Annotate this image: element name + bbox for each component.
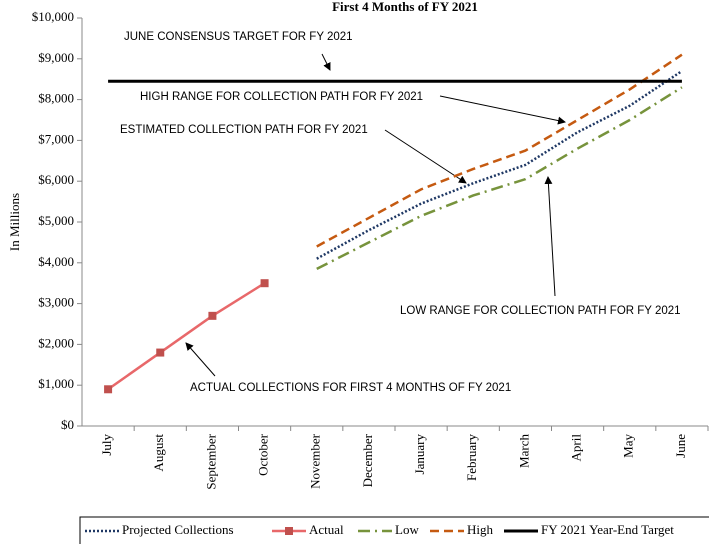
legend-label: FY 2021 Year-End Target [541,522,674,537]
annotation: ESTIMATED COLLECTION PATH FOR FY 2021 [120,124,368,136]
x-tick-label: November [308,433,323,489]
legend-marker [285,527,293,535]
annotation: LOW RANGE FOR COLLECTION PATH FOR FY 202… [400,305,681,317]
y-tick-label: $6,000 [38,172,74,187]
x-tick-label: August [151,434,166,472]
series-line [316,53,683,248]
x-tick-label: December [360,433,375,487]
x-tick-label: February [464,434,479,481]
y-tick-label: $4,000 [38,254,74,269]
data-point [104,385,113,394]
y-tick-label: $1,000 [38,376,74,391]
y-tick-label: $3,000 [38,295,74,310]
data-point [208,311,217,320]
x-tick-label: April [569,434,584,462]
data-point [156,348,165,357]
arrow [321,53,331,71]
y-axis-label: In Millions [7,193,22,251]
x-tick-label: May [621,434,636,458]
y-tick-label: $5,000 [38,213,74,228]
data-point [260,279,269,288]
legend-label: Low [395,522,419,537]
y-tick-label: $0 [61,417,74,432]
y-tick-label: $8,000 [38,91,74,106]
legend-box [79,516,709,544]
annotation: ACTUAL COLLECTIONS FOR FIRST 4 MONTHS OF… [190,382,511,394]
x-tick-label: January [412,434,427,475]
x-tick-label: September [203,433,218,489]
series-line [107,282,266,391]
x-tick-label: July [99,434,114,456]
legend-label: Projected Collections [122,522,234,537]
chart-title: First 4 Months of FY 2021 [332,0,478,14]
legend-label: High [467,522,494,537]
annotation: HIGH RANGE FOR COLLECTION PATH FOR FY 20… [140,91,423,103]
y-tick-label: $2,000 [38,335,74,350]
series-line [316,69,683,260]
annotation: JUNE CONSENSUS TARGET FOR FY 2021 [124,31,353,43]
arrow [439,95,566,125]
x-tick-label: June [673,434,688,458]
arrow [544,176,556,297]
y-tick-label: $10,000 [32,9,74,24]
annotations: JUNE CONSENSUS TARGET FOR FY 2021 HIGH R… [120,31,681,394]
arrow [384,129,467,184]
legend-label: Actual [309,522,344,537]
y-tick-label: $7,000 [38,131,74,146]
y-tick-label: $9,000 [38,50,74,65]
arrow [185,342,216,377]
x-tick-label: March [516,434,531,468]
series-line [316,86,683,271]
x-tick-label: October [256,433,271,476]
